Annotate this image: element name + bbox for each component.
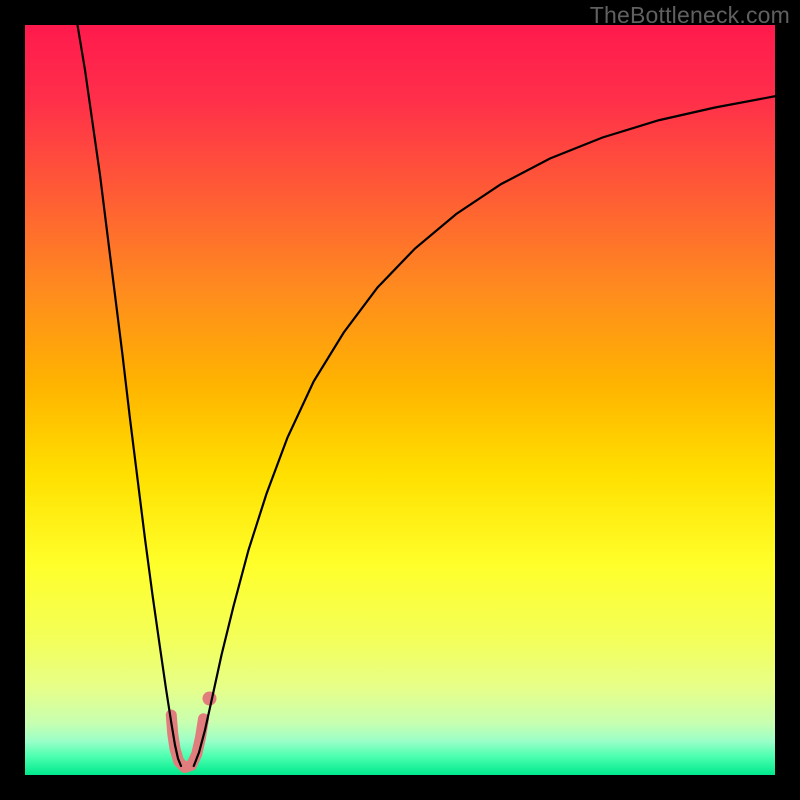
cusp-dot [203, 692, 217, 706]
source-watermark: TheBottleneck.com [590, 2, 790, 29]
plot-svg [25, 25, 775, 775]
chart-frame: TheBottleneck.com [0, 0, 800, 800]
plot-area [25, 25, 775, 775]
gradient-background [25, 25, 775, 775]
